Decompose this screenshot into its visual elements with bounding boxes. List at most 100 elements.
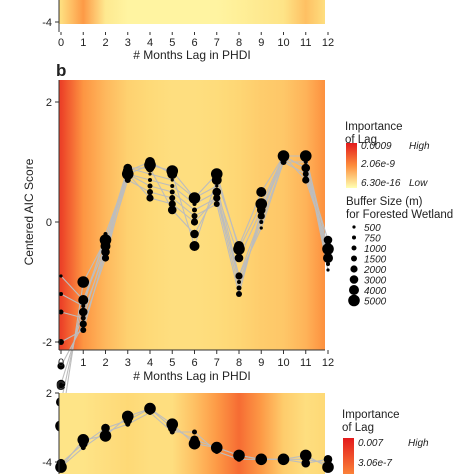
panel-c-point — [77, 434, 90, 446]
panel-b-x-tick-label: 6 — [191, 357, 197, 369]
panel-b-point — [255, 198, 268, 210]
panel-c-point — [166, 418, 179, 431]
panel-b-point — [59, 274, 63, 278]
panel-b-point — [326, 268, 330, 272]
panel-a-x-tick-label: 9 — [258, 37, 264, 49]
panel-a-x-tick-label: 2 — [102, 37, 108, 49]
panel-b-y-tick-label: -4 — [42, 457, 52, 469]
panel-b-point — [191, 213, 198, 219]
panel-b-x-tick-label: 8 — [236, 357, 242, 369]
panel-c-point — [192, 429, 197, 435]
c-importance-legend-title-line2: of Lag — [342, 422, 374, 434]
panel-b-point — [80, 315, 86, 321]
panel-b-y-tick-label: -2 — [42, 337, 52, 349]
panel-a-x-tick-label: 8 — [236, 37, 242, 49]
importance-high-word: High — [409, 141, 430, 152]
panel-b-point — [144, 159, 156, 171]
panel-b-point — [148, 178, 152, 182]
panel-b-point — [256, 187, 267, 197]
panel-b-point — [170, 184, 175, 188]
panel-b-point — [302, 171, 309, 177]
panel-b-x-tick-label: 0 — [58, 357, 64, 369]
panel-b-point — [80, 327, 87, 333]
panel-a-x-tick-label: 5 — [169, 37, 175, 49]
panel-c-points — [55, 402, 334, 473]
panel-b-point — [169, 195, 176, 201]
panel-b-point — [167, 205, 177, 215]
panel-b-point — [236, 285, 242, 291]
panel-b-point — [81, 304, 86, 308]
panel-c-point — [233, 449, 245, 462]
panel-b-point — [234, 253, 244, 263]
panel-b-x-tick-label: 10 — [277, 357, 289, 369]
buffer-size-key — [352, 225, 356, 229]
c-importance-label: 3.06e-7 — [358, 458, 392, 469]
panel-a-x-tick-label: 12 — [322, 37, 334, 49]
panel-b-x-tick-label: 4 — [147, 357, 153, 369]
panel-c-point — [323, 455, 333, 464]
panel-b-point — [170, 178, 174, 182]
panel-c-point — [144, 402, 156, 415]
panel-b-point — [210, 168, 223, 180]
buffer-size-key — [348, 294, 360, 307]
panel-b-point — [237, 280, 241, 284]
panel-b-point — [147, 189, 153, 195]
panel-a-x-tick-label: 11 — [300, 37, 311, 49]
panel-b-point — [323, 235, 333, 245]
panel-b-point — [79, 320, 87, 328]
panel-b-point — [78, 307, 88, 317]
buffer-size-label: 1000 — [364, 244, 387, 255]
panel-b-point — [169, 189, 175, 195]
panel-a-heatmap — [59, 0, 325, 24]
panel-c: c 2 — [46, 375, 334, 474]
panel-b-point — [148, 172, 152, 176]
panel-b-point — [299, 150, 312, 162]
panel-b-point — [235, 272, 243, 280]
panel-b-point — [212, 187, 222, 197]
buffer-legend-title: Buffer Size (m) for Forested Wetland — [346, 196, 453, 221]
panel-b-point — [259, 226, 263, 230]
panel-b-point — [236, 291, 242, 297]
buffer-size-key — [349, 275, 359, 284]
buffer-size-label: 750 — [364, 234, 381, 245]
panel-a-x-tick-label: 10 — [277, 37, 289, 49]
panel-b-x-tick-label: 5 — [169, 357, 175, 369]
panel-b-point — [215, 184, 219, 188]
panel-c-point — [277, 453, 290, 466]
panel-c-point — [255, 453, 268, 466]
panel-b-point — [168, 200, 176, 208]
panel-a-x-tick-label: 0 — [58, 37, 64, 49]
panel-b-point — [59, 292, 63, 296]
c-importance-high-word: High — [408, 438, 429, 449]
panel-b-point — [257, 212, 265, 220]
panel-b-point — [188, 192, 201, 204]
panel-a-x-tick-label: 7 — [214, 37, 220, 49]
c-importance-label: 0.007 — [358, 438, 383, 449]
panel-c-point — [322, 461, 334, 473]
panel-c-axes: 2 — [46, 388, 60, 474]
panel-c-y-tick-label: 2 — [46, 388, 52, 400]
panel-b-point — [189, 241, 200, 251]
buffer-legend-title-line1: Buffer Size (m) — [346, 196, 423, 208]
panel-b-point — [57, 362, 65, 370]
panel-a: -40 1 2 3 4 5 6 7 8 9 10 11 12# Months Lag in PHDI — [42, 0, 334, 62]
panel-a-heat-band — [59, 0, 325, 24]
buffer-size-key — [352, 235, 356, 240]
buffer-size-label: 1500 — [364, 255, 387, 266]
panel-b-point — [147, 183, 153, 189]
panel-b-point — [56, 379, 66, 389]
importance-label: 0.0009 — [361, 141, 392, 152]
panel-b-y-tick-label: 0 — [46, 217, 52, 229]
panel-b-x-tick-label: 1 — [80, 357, 86, 369]
buffer-size-label: 4000 — [364, 286, 387, 297]
importance-label: 2.06e-9 — [360, 159, 395, 170]
panel-b-point — [326, 262, 330, 266]
panel-c-point — [299, 449, 312, 462]
panel-c-point — [99, 430, 112, 442]
panel-c-point — [101, 423, 110, 433]
panel-b-point — [192, 207, 197, 213]
